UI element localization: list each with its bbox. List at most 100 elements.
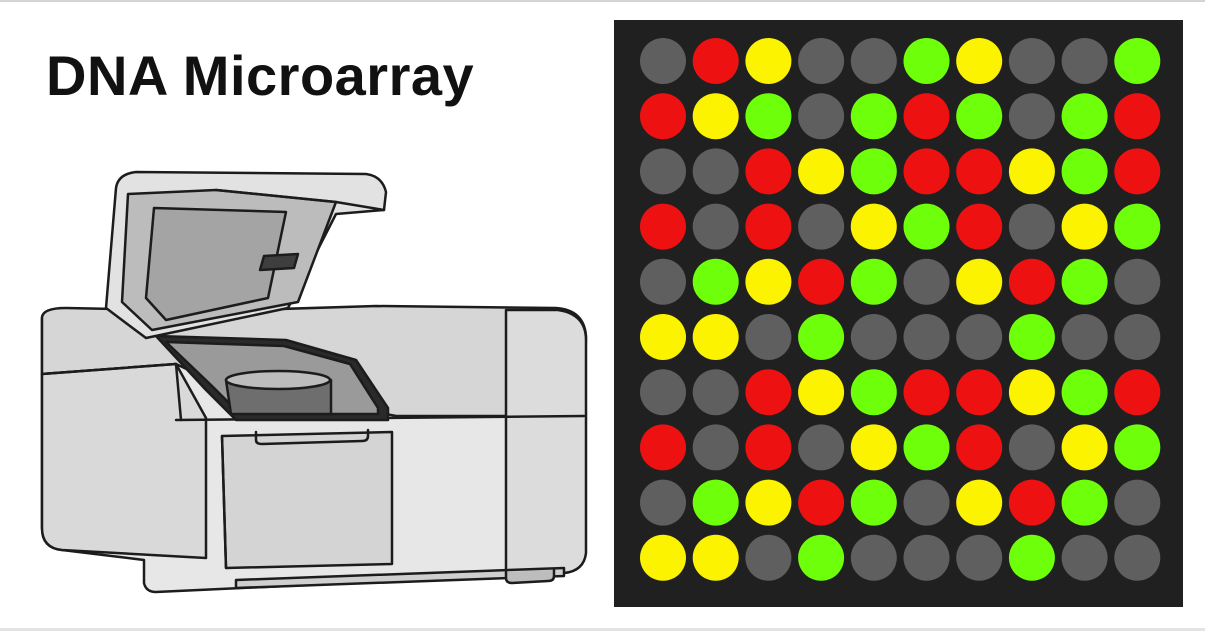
microarray-spot	[1008, 424, 1055, 471]
microarray-spot	[692, 38, 739, 84]
microarray-spot	[903, 369, 950, 416]
microarray-spot	[745, 314, 792, 360]
microarray-spot	[903, 203, 950, 250]
microarray-spot	[850, 258, 897, 305]
microarray-spot	[640, 258, 686, 305]
microarray-spot	[692, 369, 739, 416]
microarray-spot	[1061, 148, 1108, 195]
microarray-spot	[903, 534, 950, 581]
microarray-spot	[640, 479, 686, 526]
microarray-spot	[850, 424, 897, 471]
microarray-spot	[903, 424, 950, 471]
microarray-spot	[1061, 479, 1108, 526]
microarray-spot	[850, 38, 897, 84]
microarray-spot	[1114, 314, 1161, 360]
microarray-spot	[1008, 258, 1055, 305]
microarray-spot	[745, 369, 792, 416]
microarray-spot	[850, 534, 897, 581]
microarray-spot	[956, 148, 1003, 195]
microarray-spot	[956, 93, 1003, 140]
microarray-spot	[903, 38, 950, 84]
microarray-spot	[1061, 93, 1108, 140]
microarray-spot	[798, 479, 845, 526]
microarray-spot	[798, 424, 845, 471]
microarray-spot	[692, 534, 739, 581]
microarray-spot	[956, 479, 1003, 526]
microarray-spot	[956, 369, 1003, 416]
microarray-spot	[1061, 38, 1108, 84]
microarray-spot	[903, 314, 950, 360]
microarray-spot	[1061, 424, 1108, 471]
bottom-border	[0, 628, 1205, 631]
microarray-spot	[798, 38, 845, 84]
microarray-panel	[614, 20, 1183, 607]
microarray-spot	[1008, 38, 1055, 84]
microarray-spot	[1114, 93, 1161, 140]
microarray-spot	[798, 534, 845, 581]
microarray-spot	[1061, 203, 1108, 250]
microarray-spot	[956, 258, 1003, 305]
microarray-spot	[1114, 203, 1161, 250]
microarray-spot	[1008, 534, 1055, 581]
microarray-spot	[1008, 93, 1055, 140]
microarray-spot	[1114, 369, 1161, 416]
microarray-spot	[692, 203, 739, 250]
microarray-spot	[1008, 203, 1055, 250]
microarray-spot	[640, 38, 686, 84]
microarray-scanner-illustration	[36, 168, 596, 613]
microarray-spot	[1114, 479, 1161, 526]
microarray-spot	[798, 93, 845, 140]
microarray-spot	[1061, 534, 1108, 581]
microarray-spot	[850, 479, 897, 526]
microarray-spot	[745, 424, 792, 471]
microarray-spot	[640, 424, 686, 471]
scanner-icon	[40, 170, 588, 594]
microarray-spot	[1114, 534, 1161, 581]
microarray-spot	[1114, 258, 1161, 305]
microarray-spot	[850, 203, 897, 250]
microarray-spot	[745, 534, 792, 581]
microarray-spot	[745, 93, 792, 140]
microarray-spot	[1114, 148, 1161, 195]
microarray-spot	[692, 148, 739, 195]
microarray-spot	[956, 314, 1003, 360]
microarray-spot	[1061, 369, 1108, 416]
microarray-spot	[903, 258, 950, 305]
microarray-spot	[1114, 38, 1161, 84]
microarray-spot	[1061, 258, 1108, 305]
microarray-spot	[850, 93, 897, 140]
microarray-spot	[640, 314, 686, 360]
microarray-spot	[745, 148, 792, 195]
microarray-spot	[745, 38, 792, 84]
microarray-spot-grid	[640, 38, 1161, 581]
microarray-spot	[692, 93, 739, 140]
microarray-spot	[956, 424, 1003, 471]
microarray-spot	[640, 534, 686, 581]
microarray-spot	[798, 369, 845, 416]
microarray-spot	[798, 314, 845, 360]
microarray-spot	[745, 258, 792, 305]
microarray-spot	[692, 424, 739, 471]
microarray-spot	[956, 38, 1003, 84]
microarray-spot	[956, 203, 1003, 250]
microarray-spot	[640, 93, 686, 140]
microarray-spot	[1114, 424, 1161, 471]
microarray-spot	[692, 314, 739, 360]
microarray-spot	[745, 203, 792, 250]
microarray-spot	[745, 479, 792, 526]
microarray-spot	[1008, 369, 1055, 416]
microarray-spot	[850, 369, 897, 416]
microarray-spot	[850, 148, 897, 195]
microarray-spot	[850, 314, 897, 360]
top-border	[0, 0, 1205, 2]
microarray-spot	[903, 148, 950, 195]
microarray-spot	[692, 479, 739, 526]
microarray-spot	[692, 258, 739, 305]
microarray-spot	[1008, 479, 1055, 526]
microarray-spot	[798, 148, 845, 195]
microarray-spot	[640, 148, 686, 195]
microarray-spot	[1008, 148, 1055, 195]
microarray-spot	[956, 534, 1003, 581]
microarray-spot	[903, 93, 950, 140]
microarray-spot	[640, 369, 686, 416]
